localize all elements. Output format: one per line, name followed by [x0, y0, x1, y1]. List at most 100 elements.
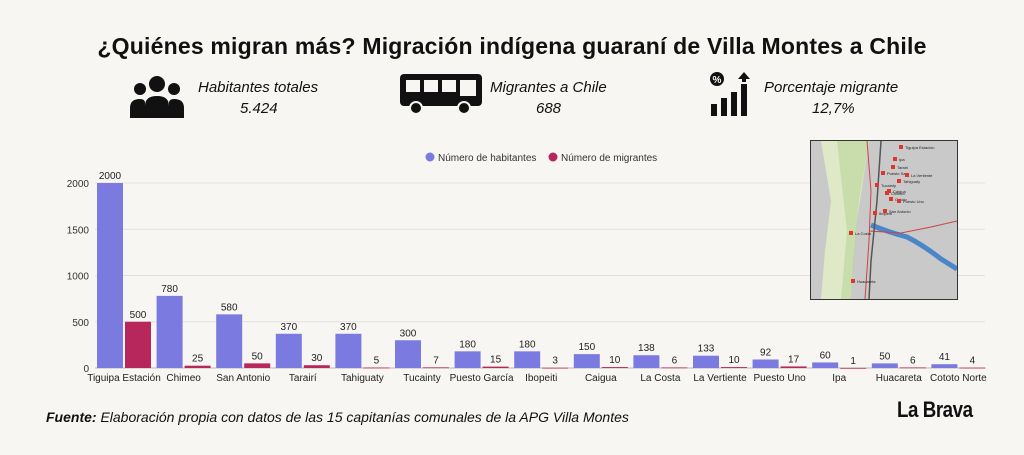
map-pin [851, 279, 855, 283]
legend-swatch [425, 152, 435, 162]
bar [363, 367, 390, 369]
stat-migrantes: Migrantes a Chile 688 [398, 72, 628, 122]
y-tick-label: 1500 [67, 225, 90, 236]
source-prefix: Fuente: [46, 409, 97, 425]
bar-value-label: 370 [340, 322, 357, 333]
bar-value-label: 150 [578, 342, 595, 353]
legend-swatch [548, 152, 558, 162]
legend-label: Número de migrantes [561, 153, 657, 164]
bar-value-label: 180 [519, 339, 536, 350]
bar-value-label: 25 [192, 354, 204, 365]
bar [97, 183, 123, 368]
brand-logo: La Brava [897, 397, 973, 422]
location-map: Tiguipa Estación Ipa Tarairí Puesto San La V… [810, 140, 958, 300]
x-tick-label: La Vertiente [693, 373, 747, 384]
map-place-label: Tarairí [897, 165, 909, 170]
people-icon [130, 76, 184, 118]
bar-value-label: 580 [221, 302, 238, 313]
map-place-label: Tahiguaty [903, 179, 920, 184]
stat-value: 688 [536, 100, 562, 117]
bar-value-label: 17 [788, 354, 800, 365]
map-place-label: La Costa [855, 231, 872, 236]
legend-label: Número de habitantes [438, 153, 536, 164]
bar-value-label: 92 [760, 347, 772, 358]
bar [899, 367, 926, 369]
map-place-label: Ipa [899, 157, 905, 162]
source-note: Fuente: Elaboración propia con datos de … [46, 409, 629, 425]
bar [840, 367, 867, 369]
x-tick-label: Cototo Norte [930, 373, 987, 384]
bar [482, 366, 509, 368]
bar-value-label: 50 [879, 351, 891, 362]
bar-value-label: 10 [728, 355, 740, 366]
bar [871, 363, 898, 368]
map-place-label: Ibopeiti [879, 211, 892, 216]
y-tick-label: 1000 [67, 272, 90, 283]
stat-habitantes: Habitantes totales 5.424 [128, 72, 328, 122]
bar-value-label: 1 [850, 356, 856, 367]
bar-value-label: 2000 [99, 171, 122, 182]
bar-value-label: 4 [970, 356, 976, 367]
bar-value-label: 370 [280, 322, 297, 333]
bar [303, 365, 330, 368]
map-pin [893, 157, 897, 161]
page-title: ¿Quiénes migran más? Migración indígena … [97, 33, 927, 59]
map-pin [883, 209, 887, 213]
bar-value-label: 300 [400, 328, 417, 339]
bus-icon [400, 74, 482, 115]
x-tick-label: Ipa [832, 373, 846, 384]
bar [514, 351, 541, 368]
map-pin [897, 179, 901, 183]
bar [454, 351, 481, 368]
bar-value-label: 10 [609, 355, 621, 366]
x-tick-label: Puesto Uno [753, 373, 806, 384]
bar-value-label: 180 [459, 339, 476, 350]
y-tick-label: 500 [72, 318, 89, 329]
bar-value-label: 60 [820, 350, 832, 361]
map-place-label: San Antonio [889, 209, 911, 214]
map-place-label: Tucainty [881, 183, 896, 188]
map-pin [875, 183, 879, 187]
bar [542, 367, 569, 369]
bar-value-label: 780 [161, 284, 178, 295]
x-tick-label: Tiguipa Estación [87, 373, 161, 384]
svg-text:%: % [713, 75, 722, 86]
map-pin [899, 145, 903, 149]
bar-value-label: 6 [910, 355, 916, 366]
x-tick-label: Tucainty [403, 373, 440, 384]
bar-value-label: 41 [939, 352, 951, 363]
bar [693, 355, 719, 368]
x-tick-label: Caigua [585, 373, 617, 384]
map-place-label: Chimeo [891, 191, 906, 196]
bar-value-label: 5 [374, 356, 380, 367]
map-pin [897, 199, 901, 203]
map-pin [889, 197, 893, 201]
x-tick-label: Huacareta [876, 373, 923, 384]
bar-value-label: 30 [311, 353, 323, 364]
x-tick-label: San Antonio [216, 373, 270, 384]
map-pin [873, 211, 877, 215]
y-tick-label: 0 [83, 364, 89, 375]
x-tick-label: Tahiguaty [341, 373, 384, 384]
bar [335, 333, 362, 368]
x-tick-label: Ibopeiti [525, 373, 557, 384]
bar [184, 365, 211, 368]
bar-value-label: 138 [638, 343, 655, 354]
map-pin [849, 231, 853, 235]
stat-value: 5.424 [240, 100, 278, 117]
stat-label: Porcentaje migrante [764, 79, 899, 96]
map-place-label: La Vertiente [911, 173, 933, 178]
x-tick-label: Tarairí [289, 373, 317, 384]
bar-value-label: 133 [698, 344, 715, 355]
bar [752, 359, 779, 368]
bar [661, 367, 688, 369]
bar [721, 367, 747, 368]
map-place-label: Huacareta [857, 279, 876, 284]
stat-porcentaje: % Porcentaje migrante 12,7% [709, 72, 919, 122]
bar-value-label: 500 [130, 310, 147, 321]
bar-value-label: 3 [552, 356, 558, 367]
bar [601, 367, 628, 368]
